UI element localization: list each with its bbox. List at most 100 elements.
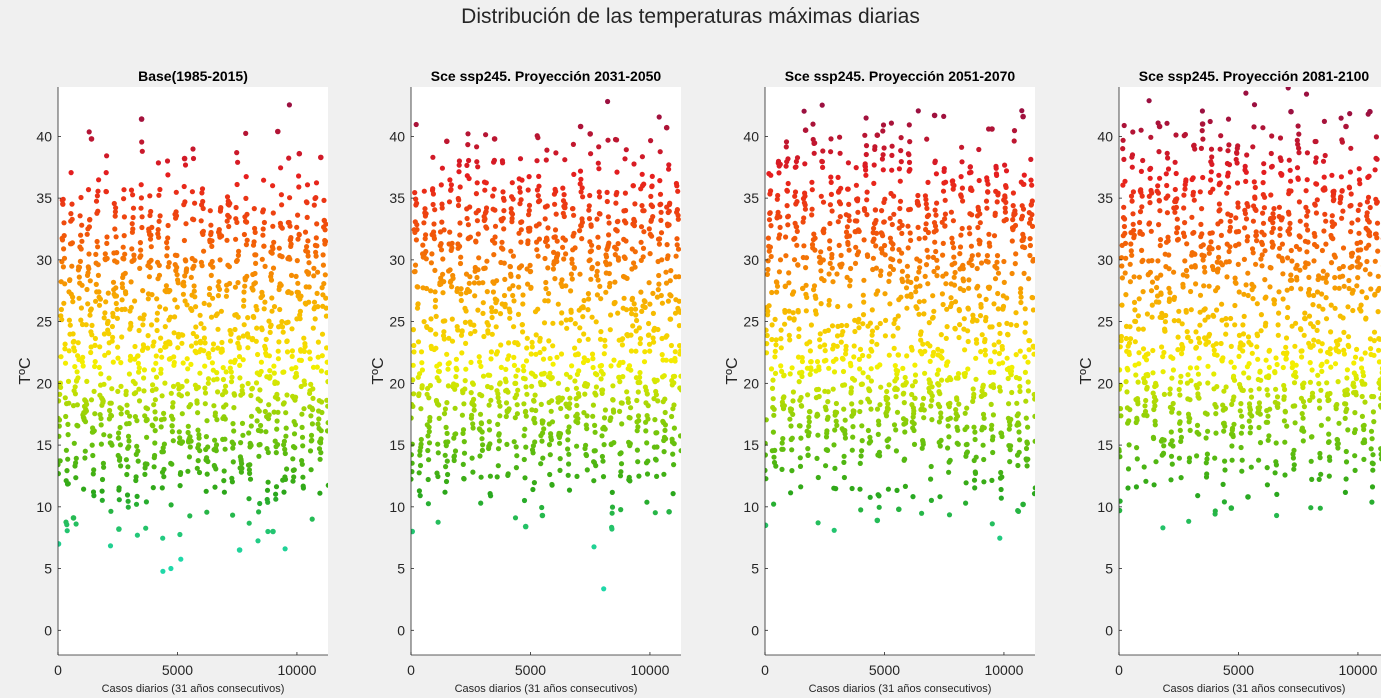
data-point [1122, 230, 1128, 236]
data-point [78, 246, 84, 252]
data-point [1343, 448, 1349, 455]
data-point [101, 331, 107, 337]
data-point [1000, 360, 1006, 366]
data-point [415, 284, 421, 290]
data-point [539, 504, 545, 511]
data-point [1029, 198, 1035, 204]
data-point [490, 193, 496, 199]
data-point [471, 396, 477, 402]
data-point [779, 368, 785, 374]
data-point [648, 193, 654, 199]
data-point [182, 199, 188, 205]
data-point [607, 327, 613, 333]
data-point [1260, 210, 1266, 216]
data-point [978, 260, 985, 266]
data-point [825, 447, 831, 453]
data-point [512, 415, 518, 421]
data-point [1027, 236, 1033, 242]
data-point [236, 335, 242, 341]
data-point [1268, 150, 1274, 157]
data-point [423, 248, 429, 255]
data-point [240, 432, 246, 438]
data-point [483, 205, 490, 211]
data-point [608, 312, 614, 318]
data-point [248, 413, 255, 419]
data-point [438, 247, 445, 253]
data-point [188, 361, 194, 367]
data-point [79, 222, 85, 228]
data-point [959, 185, 966, 191]
data-point [678, 448, 681, 454]
data-point [1159, 344, 1165, 350]
data-point [1335, 445, 1341, 451]
data-point [833, 400, 840, 407]
data-point [524, 391, 530, 397]
data-point [838, 339, 844, 345]
data-point [931, 349, 937, 355]
data-point [846, 217, 852, 224]
data-point [586, 216, 593, 222]
data-point [545, 243, 551, 249]
x-tick-label: 10000 [277, 662, 316, 678]
data-point [1220, 355, 1226, 361]
data-point [68, 170, 74, 176]
data-point [620, 336, 626, 342]
data-point [88, 349, 94, 356]
data-point [788, 406, 795, 412]
data-point [806, 419, 812, 425]
data-point [485, 330, 491, 336]
data-point [1241, 291, 1247, 297]
data-point [857, 486, 863, 492]
data-point [1228, 315, 1234, 322]
data-point [866, 399, 873, 405]
data-point [193, 324, 199, 330]
data-point [235, 252, 241, 258]
data-point [897, 205, 903, 212]
data-point [787, 371, 793, 377]
data-point [501, 208, 507, 214]
data-point [249, 385, 255, 391]
data-point [615, 218, 621, 224]
data-point [1311, 292, 1317, 299]
data-point [479, 393, 485, 399]
data-point [1251, 179, 1257, 185]
data-point [547, 370, 553, 376]
data-point [824, 428, 830, 434]
data-point [770, 429, 777, 435]
data-point [492, 240, 498, 246]
data-point [606, 240, 612, 246]
data-point [74, 402, 80, 408]
data-point [639, 308, 645, 314]
data-point [938, 332, 944, 338]
data-point [672, 358, 678, 364]
data-point [308, 381, 314, 387]
data-point [924, 136, 930, 142]
data-point [783, 234, 789, 240]
data-point [566, 461, 572, 467]
data-point [1161, 437, 1167, 443]
data-point [457, 232, 463, 238]
data-point [790, 398, 796, 404]
data-point [455, 202, 462, 209]
data-point [101, 315, 107, 321]
data-point [553, 150, 559, 156]
data-point [911, 421, 917, 427]
data-point [309, 421, 315, 427]
data-point [896, 166, 903, 172]
data-point [443, 424, 449, 430]
data-point [1150, 390, 1156, 396]
data-point [1022, 354, 1028, 360]
data-point [63, 413, 69, 420]
data-point [1216, 201, 1222, 207]
data-point [767, 210, 773, 216]
data-point [525, 281, 531, 287]
data-point [1140, 289, 1146, 295]
data-point [930, 314, 936, 320]
data-point [1031, 344, 1035, 350]
data-point [1208, 146, 1215, 152]
data-point [1185, 334, 1191, 340]
data-point [283, 425, 289, 431]
data-point [541, 370, 547, 376]
data-point [1012, 222, 1019, 229]
data-point [653, 457, 659, 463]
